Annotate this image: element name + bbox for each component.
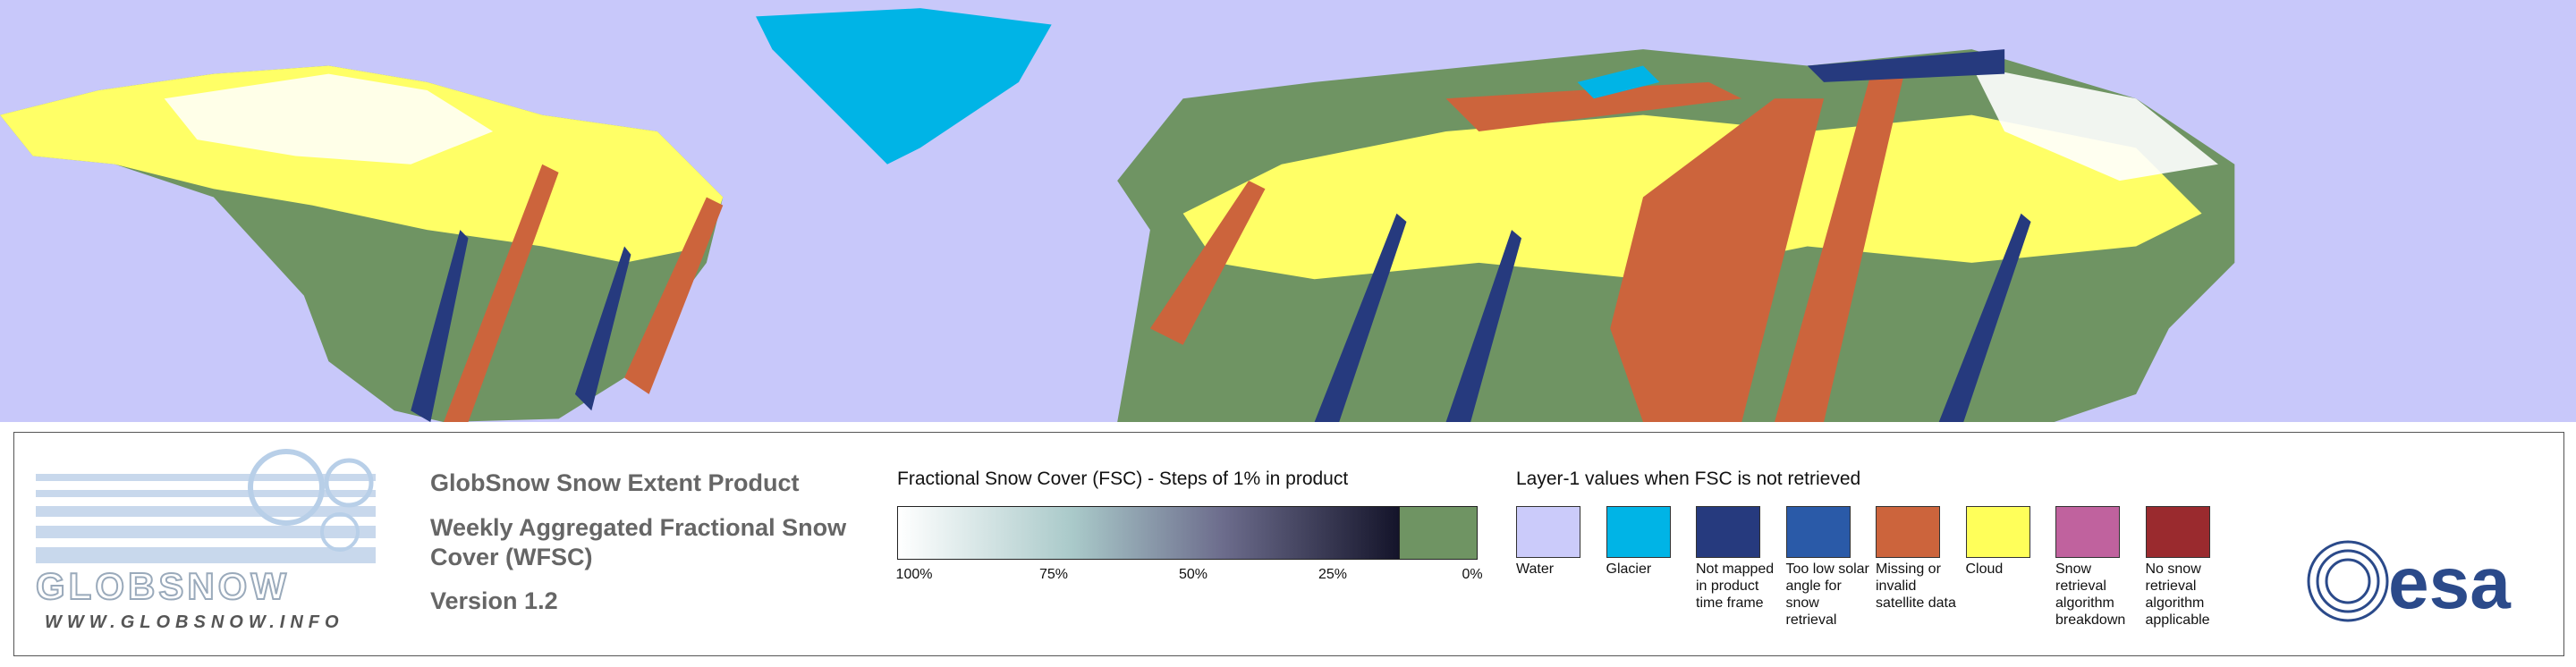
legend-swatch: [1965, 506, 2030, 558]
fsc-tick-label: 50%: [1178, 567, 1208, 582]
product-subtitle: Weekly Aggregated Fractional Snow Cover …: [430, 514, 847, 570]
logo-name: GLOBSNOW: [36, 565, 290, 607]
fsc-no-snow: [1399, 506, 1478, 560]
legend-swatch: [2145, 506, 2210, 558]
legend-swatch: [1785, 506, 1851, 558]
legend-label: Too low solar angle for snow retrieval: [1785, 561, 1869, 628]
snowflake: [248, 449, 325, 526]
legend-label: Glacier: [1606, 561, 1652, 577]
snowflake: [320, 512, 360, 552]
fsc-tick-label: 25%: [1318, 567, 1348, 582]
fsc-tick-label: 100%: [895, 567, 933, 582]
legend-panel: [13, 432, 2564, 656]
layer1-title: Layer-1 values when FSC is not retrieved: [1516, 469, 1861, 489]
esa-globe: [2307, 540, 2389, 622]
fsc-tick-label: 75%: [1038, 567, 1069, 582]
legend-label: Water: [1516, 561, 1555, 577]
esa-text: esa: [2388, 543, 2512, 624]
version: Version 1.2: [430, 587, 558, 614]
fsc-gradient: [897, 506, 1400, 560]
legend-label: Cloud: [1965, 561, 2004, 577]
legend-label: Snow retrieval algorithm breakdown: [2055, 561, 2126, 628]
fsc-title: Fractional Snow Cover (FSC) - Steps of 1…: [897, 469, 1349, 489]
legend-swatch: [1876, 506, 1940, 558]
legend-swatch: [1606, 506, 1671, 558]
legend-swatch: [1516, 506, 1580, 558]
legend-swatch: [1696, 506, 1760, 558]
logo-stripes: [36, 474, 376, 563]
globsnow-logo: GLOBSNOW WWW.GLOBSNOW.INFO: [36, 449, 376, 632]
legend-label: Not mapped in product time frame: [1696, 561, 1775, 611]
product-title: GlobSnow Snow Extent Product: [430, 469, 800, 496]
legend-swatch: [2055, 506, 2120, 558]
fsc-tick-label: 0%: [1462, 567, 1483, 582]
logo-url: WWW.GLOBSNOW.INFO: [45, 612, 344, 632]
legend-label: Missing or invalid satellite data: [1876, 561, 1956, 611]
snowflake: [324, 458, 374, 508]
esa-logo: esa: [2307, 540, 2512, 624]
map: [0, 0, 2576, 422]
legend-label: No snow retrieval algorithm applicable: [2145, 561, 2210, 628]
